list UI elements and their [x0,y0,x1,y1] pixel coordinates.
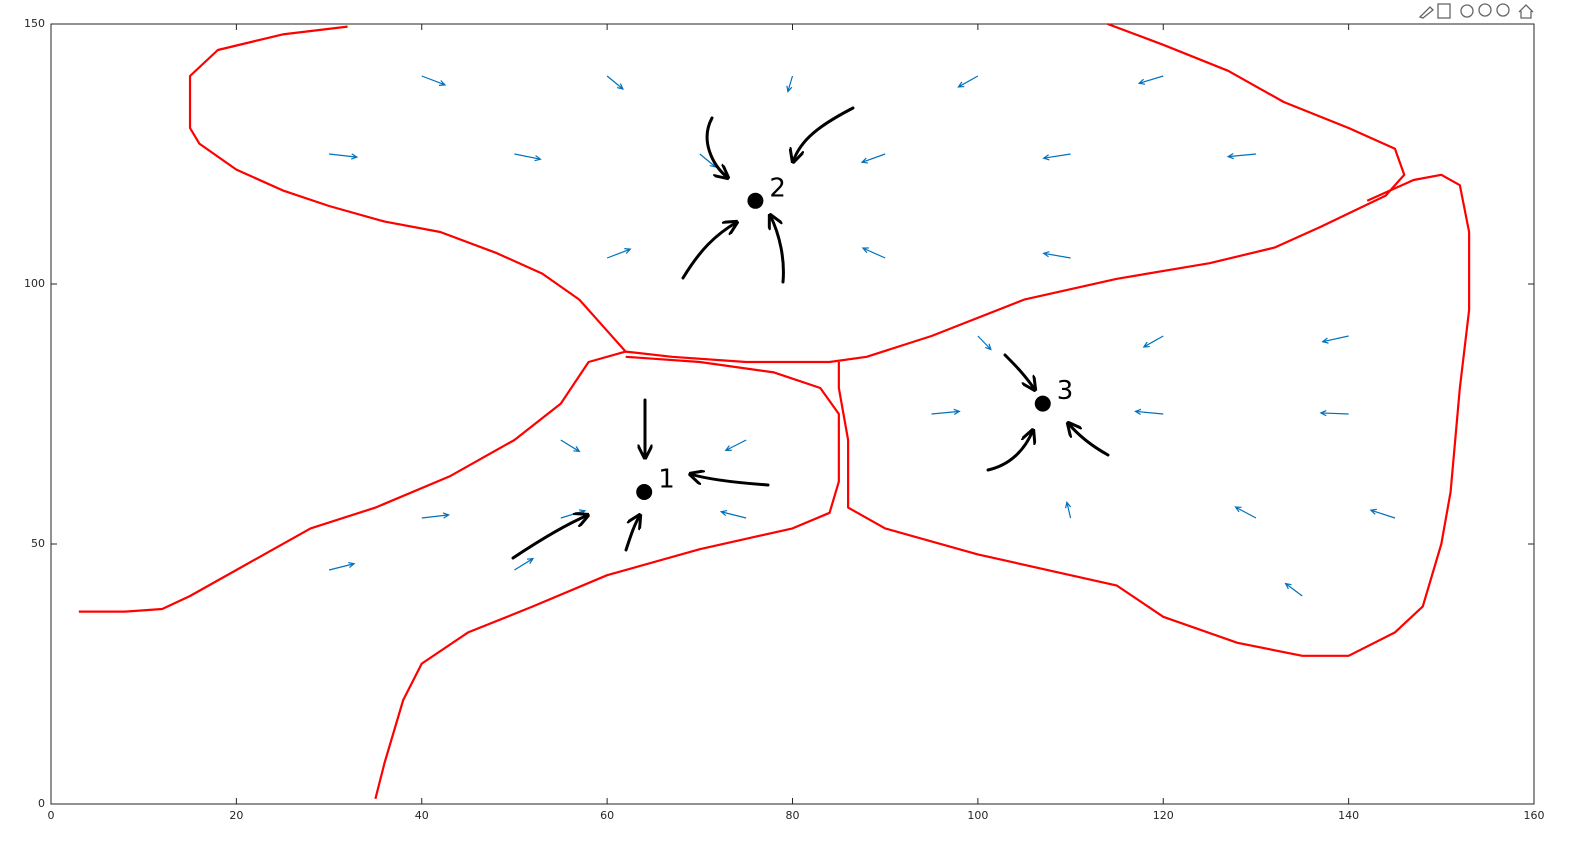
quiver-arrow [421,75,447,86]
hand-arrow [690,474,770,487]
quiver-arrow [1321,335,1349,344]
quiver-arrow [860,153,886,164]
axes-box [50,23,1535,805]
quiver-arrow [1042,251,1071,259]
toolbar-icon[interactable] [1460,4,1474,18]
hand-arrow [705,116,728,178]
quiver-arrow [514,153,542,162]
x-tick-label: 40 [415,809,429,822]
x-tick-label: 80 [786,809,800,822]
quiver-arrow [606,248,632,259]
quiver-arrow [1284,582,1303,597]
toolbar-icon[interactable] [1437,3,1451,19]
x-tick-label: 0 [48,809,55,822]
quiver-arrow [861,247,886,259]
quiver-arrow [328,153,359,160]
sink-label: 2 [769,173,786,203]
hand-arrow [681,222,737,280]
hand-arrow [770,215,785,284]
quiver-arrow [1319,410,1349,417]
quiver-arrow [1042,153,1071,161]
boundary-line [188,22,1406,364]
quiver-arrow [719,509,747,519]
toolbar-icon[interactable] [1418,6,1434,19]
boundary-line [78,350,626,613]
x-tick-label: 160 [1524,809,1545,822]
hand-arrow [1068,423,1110,457]
quiver-arrow [1137,75,1164,85]
x-tick-label: 120 [1153,809,1174,822]
x-tick-label: 140 [1338,809,1359,822]
x-tick-label: 100 [967,809,988,822]
sink-point [636,484,653,500]
sink-label: 1 [658,465,675,495]
hand-arrow [624,515,640,552]
quiver-arrow [328,561,356,571]
quiver-arrow [514,557,535,571]
quiver-arrow [421,512,450,519]
toolbar-icon[interactable] [1518,4,1534,19]
quiver-arrow [606,75,624,90]
toolbar[interactable] [1418,3,1534,19]
hand-arrow [986,430,1033,472]
boundary-line [837,173,1471,657]
quiver-arrow [724,439,747,452]
quiver-arrow [1369,508,1396,519]
quiver-arrow [1064,501,1072,519]
y-tick-label: 50 [31,537,45,550]
hand-arrows [511,106,1110,560]
quiver-arrow [1234,506,1257,519]
boundary-line [374,355,840,800]
y-tick-label: 100 [24,277,45,290]
quiver-arrow [1226,152,1256,160]
quiver-arrow [1134,408,1164,416]
hand-arrow [793,106,855,162]
quiver-arrow [931,408,961,416]
sink-label: 3 [1057,376,1074,406]
x-tick-label: 60 [600,809,614,822]
sink-point [747,192,764,209]
toolbar-icon[interactable] [1478,3,1492,17]
quiver-arrow [957,75,979,88]
y-tick-label: 150 [24,17,45,30]
x-tick-label: 20 [229,809,243,822]
sink-point [1034,395,1051,412]
hand-arrow [1003,353,1035,390]
quiver-arrow [977,335,992,351]
toolbar-icon[interactable] [1496,3,1510,17]
quiver-arrow [786,75,794,93]
hand-arrow [511,515,588,560]
y-tick-label: 0 [38,797,45,810]
quiver-arrow [560,439,581,453]
quiver-arrow [1142,335,1164,348]
